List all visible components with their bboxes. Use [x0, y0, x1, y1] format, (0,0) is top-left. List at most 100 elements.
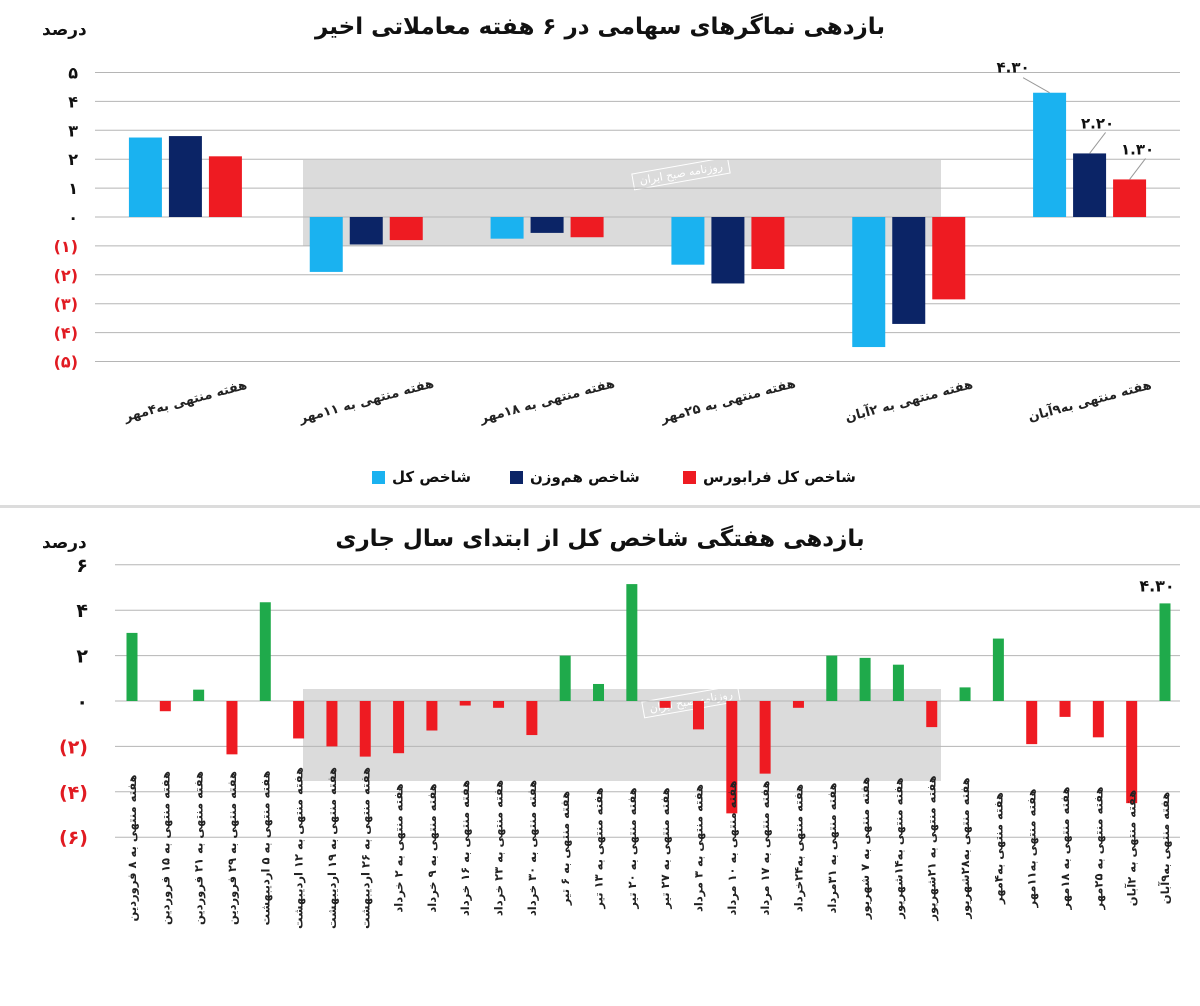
- x-tick-label: هفته منتهی به۱۱مهر: [1025, 789, 1039, 909]
- y-tick-label: ۴: [76, 600, 88, 622]
- x-tick-label: هفته منتهی به ۱۶ خرداد: [458, 780, 472, 916]
- legend-label: شاخص کل فرابورس: [703, 468, 856, 486]
- bar: [1026, 701, 1038, 745]
- bar: [1033, 92, 1067, 217]
- bar: [389, 217, 423, 241]
- bar: [493, 701, 505, 708]
- data-label: ۴.۳۰: [996, 59, 1029, 77]
- y-tick-label: ۴: [68, 92, 78, 111]
- x-tick-label: هفته منتهی به ۳ مرداد: [691, 784, 705, 912]
- x-tick-label: هفته منتهی به ۲۵مهر: [1091, 787, 1105, 911]
- bar: [626, 584, 638, 701]
- y-tick-label: (۴): [54, 324, 78, 343]
- watermark-band: [303, 689, 941, 781]
- chart-title: بازدهی هفتگی شاخص کل از ابتدای سال جاری: [335, 526, 865, 552]
- x-tick-label: هفته منتهی به ۲۶ اردیبهشت: [358, 767, 372, 929]
- bar: [852, 217, 886, 348]
- weekly-total-index-chart-panel: بازدهی هفتگی شاخص کل از ابتدای سال جاری …: [0, 505, 1200, 1006]
- bar: [859, 657, 871, 701]
- y-tick-label: ۲: [68, 150, 78, 169]
- bar: [359, 701, 371, 757]
- y-tick-label: (۱): [54, 237, 78, 256]
- weekly-indices-chart-panel: بازدهی نماگرهای سهامی در ۶ هفته معاملاتی…: [0, 0, 1200, 500]
- bar: [892, 664, 904, 701]
- legend-label: شاخص کل: [392, 468, 471, 486]
- bar: [128, 137, 162, 217]
- y-tick-label: (۲): [54, 266, 78, 285]
- x-tick-label: هفته منتهی به ۳۰ خرداد: [525, 780, 539, 916]
- x-tick-label: هفته منتهی به۹آبان: [1158, 792, 1172, 904]
- y-tick-label: ۶: [76, 555, 88, 577]
- bar: [526, 701, 538, 736]
- y-tick-label: ۲: [76, 646, 88, 668]
- annotation-leader: [1129, 158, 1146, 180]
- legend-item-equal-weight-index: شاخص هم‌وزن: [510, 468, 640, 486]
- y-tick-label: (۴): [59, 782, 88, 804]
- bar: [426, 701, 438, 731]
- x-tick-label: هفته منتهی به ۸ فروردین: [125, 774, 140, 921]
- bar: [959, 687, 971, 701]
- bar: [459, 701, 471, 706]
- legend-label: شاخص هم‌وزن: [530, 468, 640, 486]
- bar-chart-indices: ۵ ۴ ۳ ۲ ۱ ۰ (۱) (۲) (۳) (۴) (۵) ۴.۳۰ ۲.۲۰ ۱.۳۰ هفته من…: [54, 59, 1180, 427]
- y-tick-label: ۰: [68, 208, 78, 227]
- data-label: ۱.۳۰: [1121, 140, 1154, 158]
- data-label: ۴.۳۰: [1139, 576, 1174, 595]
- x-tick-label: هفته منتهی به ۱۹ اردیبهشت: [325, 767, 339, 929]
- legend-swatch: [683, 471, 696, 484]
- bar: [711, 217, 745, 284]
- bar: [1113, 179, 1147, 217]
- legend-swatch: [372, 471, 385, 484]
- chart-title: بازدهی نماگرهای سهامی در ۶ هفته معاملاتی…: [314, 14, 886, 40]
- bar: [259, 602, 271, 701]
- annotation-leader: [1022, 77, 1050, 94]
- x-tick-label: هفته منتهی به۲۴خرداد: [791, 784, 805, 912]
- bar: [792, 701, 804, 708]
- bar: [159, 701, 171, 712]
- bar: [393, 701, 405, 754]
- x-tick-label: هفته منتهی به۹آبان: [1026, 376, 1153, 425]
- bar: [326, 701, 338, 747]
- x-tick-label: هفته منتهی به ۲۵مهر: [658, 376, 797, 427]
- x-tick-label: هفته منتهی به ۲۹ فروردین: [225, 771, 240, 925]
- bar: [168, 136, 202, 217]
- bar: [293, 701, 305, 739]
- bar: [530, 217, 564, 233]
- bar: [1059, 701, 1071, 717]
- data-label: ۲.۲۰: [1081, 114, 1114, 132]
- x-tick-label: هفته منتهی به ۱۸مهر: [1058, 787, 1072, 911]
- x-tick-label: هفته منتهی به ۱۲ اردیبهشت: [292, 767, 306, 929]
- annotation-leader: [1089, 132, 1106, 154]
- x-tick-label: هفته منتهی به۴مهر: [122, 378, 249, 425]
- x-tick-label: هفته منتهی به۴مهر: [991, 792, 1005, 905]
- y-axis-unit-label: درصد: [42, 533, 87, 553]
- bar: [759, 701, 771, 774]
- bar: [1092, 701, 1104, 738]
- y-tick-label: ۰: [76, 691, 88, 713]
- x-tick-label: هفته منتهی به ۲آبان: [1125, 790, 1139, 906]
- bar: [309, 217, 343, 272]
- bar: [593, 683, 605, 701]
- y-axis-unit-label: درصد: [42, 20, 87, 40]
- bar: [671, 217, 705, 265]
- x-tick-label: هفته منتهی به ۲۱شهریور: [925, 775, 940, 921]
- bar: [570, 217, 604, 238]
- bar: [1073, 153, 1107, 217]
- x-tick-label: هفته منتهی به ۲ خرداد: [392, 783, 406, 912]
- x-tick-label: هفته منتهی به ۵ اردیبهشت: [258, 771, 272, 926]
- x-tick-label: هفته منتهی به ۱۸مهر: [477, 376, 616, 427]
- bar: [193, 689, 205, 701]
- bar: [1126, 701, 1138, 804]
- bar: [349, 217, 383, 245]
- bar: [659, 701, 671, 708]
- x-tick-label: هفته منتهی به ۲۱ فروردین: [192, 771, 207, 925]
- x-tick-label: هفته منتهی به ۱۷ مرداد: [758, 780, 772, 915]
- y-tick-label: ۳: [68, 121, 78, 140]
- x-tick-label: هفته منتهی به ۹ خرداد: [425, 783, 439, 912]
- bar: [926, 701, 938, 728]
- bar: [208, 156, 242, 217]
- bar: [226, 701, 238, 755]
- x-tick-label: هفته منتهی به ۳۱مرداد: [825, 782, 839, 913]
- bar-chart-total-index: ۶ ۴ ۲ ۰ (۲) (۴) (۶) ۴.۳۰ هفته منتهی به ۸ فروردین…: [59, 555, 1180, 929]
- bar: [992, 638, 1004, 701]
